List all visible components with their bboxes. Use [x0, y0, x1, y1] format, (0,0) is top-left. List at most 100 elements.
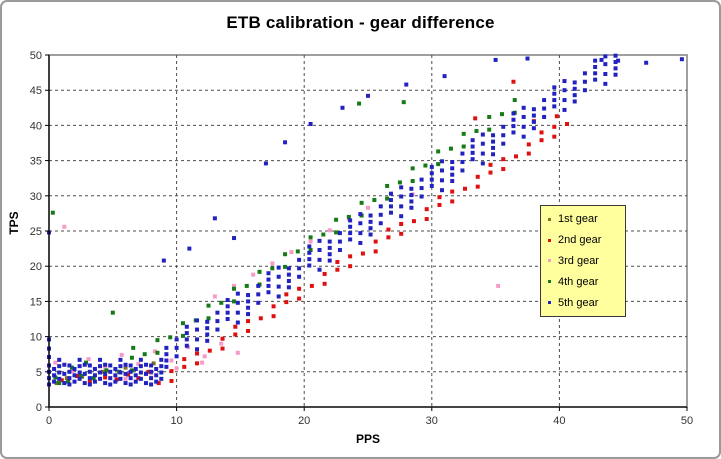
data-point [491, 145, 496, 150]
data-point [235, 320, 240, 325]
data-point [184, 343, 189, 348]
data-point [54, 381, 59, 386]
data-point [442, 74, 447, 79]
data-point [113, 366, 118, 371]
data-point [440, 159, 445, 164]
data-point [256, 300, 261, 305]
data-point [67, 363, 72, 368]
data-point [437, 202, 442, 207]
data-point [131, 345, 136, 350]
data-point [251, 272, 256, 277]
data-point [118, 364, 123, 369]
data-point [108, 369, 113, 374]
series-4th-gear [50, 98, 517, 386]
data-point [64, 376, 69, 381]
data-point [118, 370, 123, 375]
data-point [212, 216, 217, 221]
data-point [258, 316, 263, 321]
data-point [501, 167, 506, 172]
data-point [182, 357, 187, 362]
data-point [92, 366, 97, 371]
data-point [499, 112, 504, 117]
data-point [366, 205, 370, 210]
data-point [582, 88, 587, 93]
data-point [401, 100, 406, 105]
data-point [525, 56, 530, 61]
data-point [565, 121, 570, 126]
data-point [322, 281, 327, 286]
data-point [266, 283, 271, 288]
data-point [450, 172, 455, 177]
y-tick-label: 45 [30, 85, 42, 97]
data-point [424, 207, 429, 212]
data-point [487, 127, 492, 132]
data-point [491, 139, 496, 144]
data-point [419, 194, 424, 199]
x-tick-label: 30 [426, 415, 438, 427]
data-point [225, 310, 230, 315]
series-2nd-gear [59, 79, 570, 386]
data-point [613, 72, 618, 77]
data-point [202, 354, 207, 359]
data-point [187, 246, 192, 251]
data-point [399, 231, 404, 236]
data-point [57, 357, 62, 362]
data-point [154, 366, 159, 371]
data-point [159, 370, 164, 375]
data-point [603, 81, 608, 86]
data-point [511, 130, 516, 135]
y-tick-label: 35 [30, 156, 42, 168]
data-point [123, 362, 128, 367]
data-point [246, 328, 251, 333]
data-point [539, 130, 544, 135]
data-point [92, 373, 97, 378]
data-point [644, 60, 649, 65]
data-point [480, 141, 485, 146]
data-point [159, 376, 164, 381]
data-point [386, 227, 391, 232]
data-point [511, 111, 516, 116]
data-point [174, 337, 179, 342]
data-point [307, 257, 312, 262]
data-point [429, 171, 434, 176]
y-tick-label: 25 [30, 226, 42, 238]
data-point [57, 370, 62, 375]
data-point [195, 351, 200, 356]
data-point [52, 379, 57, 384]
data-point [521, 134, 526, 139]
data-point [409, 205, 414, 210]
data-point [286, 272, 291, 277]
data-point [475, 184, 480, 189]
data-point [409, 186, 414, 191]
data-point [129, 355, 134, 360]
legend-item-4th-gear: 4th gear [548, 271, 621, 292]
data-point [552, 98, 557, 103]
data-point [87, 369, 92, 374]
data-point [174, 345, 179, 350]
data-point [388, 204, 393, 209]
data-point [307, 250, 312, 255]
data-point [244, 283, 249, 288]
data-point [440, 188, 445, 193]
data-point [263, 161, 268, 166]
data-point [501, 157, 506, 162]
data-point [327, 228, 332, 233]
data-point [562, 88, 567, 93]
data-point [470, 157, 475, 162]
data-point [123, 371, 128, 376]
data-point [52, 373, 57, 378]
data-point [62, 362, 67, 367]
data-point [388, 191, 393, 196]
data-point [53, 360, 58, 365]
data-point [82, 371, 87, 376]
data-point [286, 285, 291, 290]
data-point [235, 291, 240, 296]
data-point [154, 379, 159, 384]
data-point [108, 363, 113, 368]
data-point [103, 381, 108, 386]
data-point [593, 64, 598, 69]
data-point [562, 98, 567, 103]
data-point [616, 58, 621, 63]
data-point [368, 232, 373, 237]
